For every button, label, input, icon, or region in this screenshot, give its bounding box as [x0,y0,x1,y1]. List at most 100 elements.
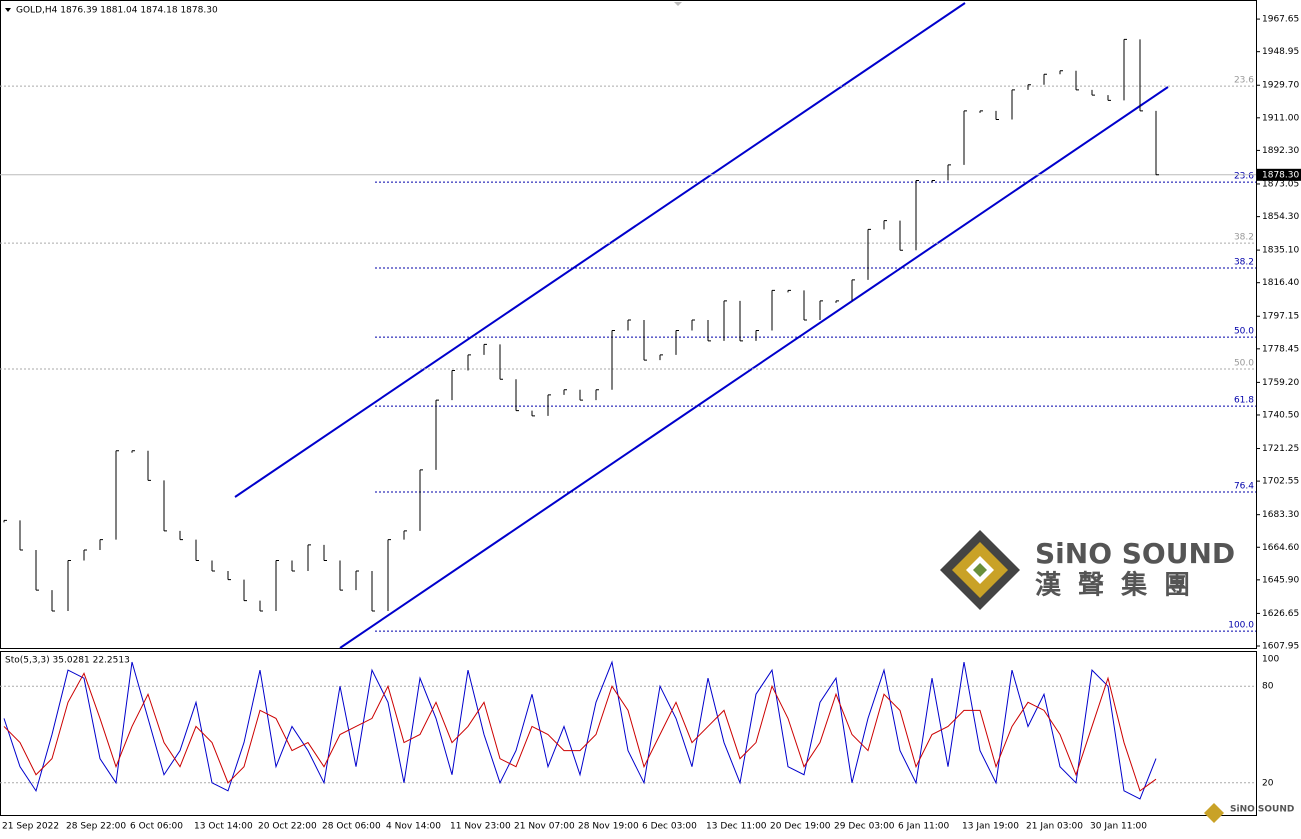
shift-marker [674,2,682,6]
y-tick-label: 1626.65 [1262,609,1299,619]
price-bar [739,300,743,342]
price-bar [3,519,7,523]
y-tick-label: 1835.10 [1262,246,1299,256]
x-tick-label: 6 Dec 03:00 [642,822,697,832]
y-tick-label: 1873.05 [1262,179,1299,189]
x-tick-label: 21 Nov 07:00 [514,822,575,832]
price-bar [259,600,263,612]
x-tick-label: 6 Jan 11:00 [898,822,950,832]
price-bar [419,469,423,531]
price-bar [675,329,679,355]
price-bar [659,354,663,361]
y-tick-label: 20 [1262,778,1274,788]
fib-label: 61.8 [1234,396,1254,406]
price-bar [1123,38,1127,101]
price-bar [147,450,151,481]
y-tick-label: 1740.50 [1262,410,1299,420]
price-bar [1155,110,1159,176]
price-bar [723,300,727,341]
header: GOLD,H4 1876.39 1881.04 1874.18 1878.30 [16,6,218,16]
x-tick-label: 20 Dec 19:00 [770,822,831,832]
sub-frame [0,651,1257,816]
price-bar [867,228,871,280]
price-bar [307,544,311,571]
channel-lower [339,86,1169,649]
price-bar [99,539,103,551]
watermark: SiNO SOUND [1230,805,1294,815]
price-bar [1091,89,1095,96]
fib-label: 100.0 [1228,621,1254,631]
x-tick-label: 30 Jan 11:00 [1090,822,1147,832]
price-bar [755,329,759,341]
price-bar [835,300,839,303]
price-bar [947,164,951,181]
indicator-title: Sto(5,3,3) 35.0281 22.2513 [5,656,130,666]
y-tick-label: 1778.45 [1262,344,1299,354]
price-bar [355,570,359,591]
price-bar [979,110,983,113]
price-bar [83,549,87,561]
x-tick-label: 20 Oct 22:00 [258,822,317,832]
last-price-box [1257,168,1301,181]
stochastic-line [3,672,1157,792]
y-tick-label: 1664.60 [1262,543,1299,553]
price-bar [179,530,183,541]
x-tick-label: 13 Dec 11:00 [706,822,767,832]
price-bar [275,560,279,612]
y-tick-label: 80 [1262,682,1274,692]
price-bar [707,319,711,342]
price-bar [115,450,119,540]
price-bar [595,389,599,401]
price-bar [1075,70,1079,91]
fib-gray-label: 38.2 [1234,233,1254,243]
y-tick-label: 1816.40 [1262,278,1299,288]
price-bar [787,289,791,293]
watermark-icon [1204,803,1224,823]
price-bar [1011,89,1015,120]
price-bar [627,319,631,331]
price-bar [963,110,967,165]
price-bar [1027,84,1031,90]
price-bar [851,279,855,301]
price-bar [163,480,167,532]
y-tick-label: 1683.30 [1262,510,1299,520]
price-bar [339,560,343,591]
menu-arrow[interactable] [5,8,11,12]
fib-label: 76.4 [1234,482,1254,492]
y-tick-label: 1929.70 [1262,81,1299,91]
price-bar [1059,70,1063,75]
logo [940,530,1020,610]
price-bar [323,544,327,562]
y-tick-label: 1967.65 [1262,15,1299,25]
price-bar [195,539,199,562]
price-bar [67,560,71,612]
price-bar [451,370,455,401]
price-bar [403,530,407,540]
price-bar [1043,73,1047,85]
price-bar [691,319,695,331]
x-tick-label: 6 Oct 06:00 [130,822,183,832]
price-bar [499,344,503,380]
price-bar [515,379,519,412]
x-tick-label: 29 Dec 03:00 [834,822,895,832]
price-bar [467,354,471,371]
stochastic-line [3,660,1157,800]
last-price-label: 1878.30 [1262,170,1299,180]
price-bar [1107,95,1111,101]
y-tick-label: 1911.00 [1262,113,1299,123]
price-bar [51,590,55,612]
x-tick-label: 11 Nov 23:00 [450,822,511,832]
x-tick-label: 28 Sep 22:00 [66,822,126,832]
fib-gray-label: 50.0 [1234,358,1254,368]
price-bar [387,539,391,612]
y-tick-label: 1759.20 [1262,378,1299,388]
price-bar [531,410,535,417]
price-bar [579,389,583,401]
main-frame [0,0,1257,649]
price-bar [371,570,375,612]
y-tick-label: 1948.95 [1262,47,1299,57]
x-tick-label: 21 Jan 03:00 [1026,822,1083,832]
fib-label: 50.0 [1234,327,1254,337]
price-bar [227,570,231,581]
